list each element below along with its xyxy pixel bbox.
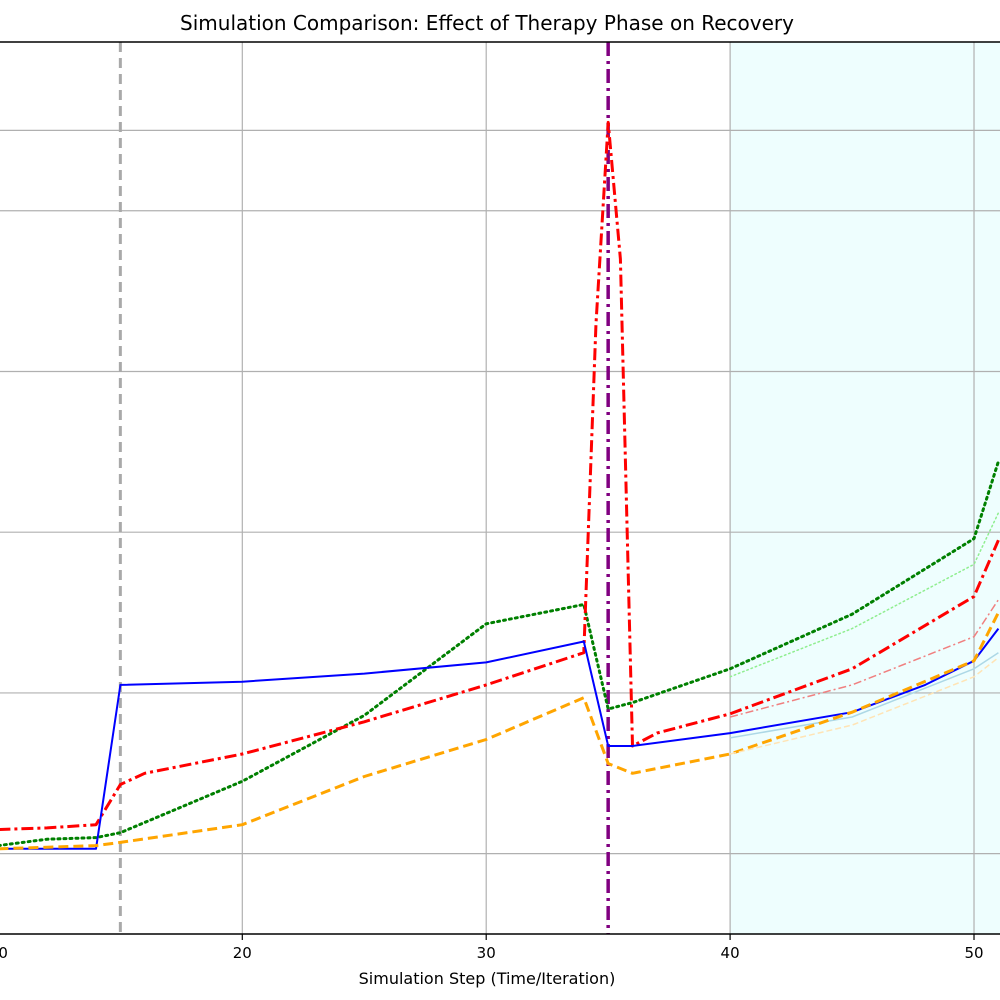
x-axis-label: Simulation Step (Time/Iteration) — [359, 969, 616, 988]
x-tick-label-0: 10 — [0, 944, 8, 962]
x-tick-label-3: 40 — [721, 944, 740, 962]
series-line-0 — [0, 460, 1000, 847]
series-line-1 — [729, 512, 1000, 678]
series-line-2 — [0, 120, 1000, 831]
x-tick-label-2: 30 — [477, 944, 496, 962]
plot-area: 10 20 30 40 50 — [0, 41, 1000, 962]
chart-title: Simulation Comparison: Effect of Therapy… — [180, 11, 794, 35]
x-tick-label-4: 50 — [964, 944, 983, 962]
series-line-7 — [729, 657, 999, 755]
series-line-6 — [0, 611, 1000, 851]
x-tick-label-1: 20 — [233, 944, 252, 962]
shaded-region — [730, 42, 1000, 934]
series-line-5 — [729, 652, 999, 739]
series-line-4 — [0, 627, 1000, 850]
series-line-3 — [729, 599, 1000, 718]
